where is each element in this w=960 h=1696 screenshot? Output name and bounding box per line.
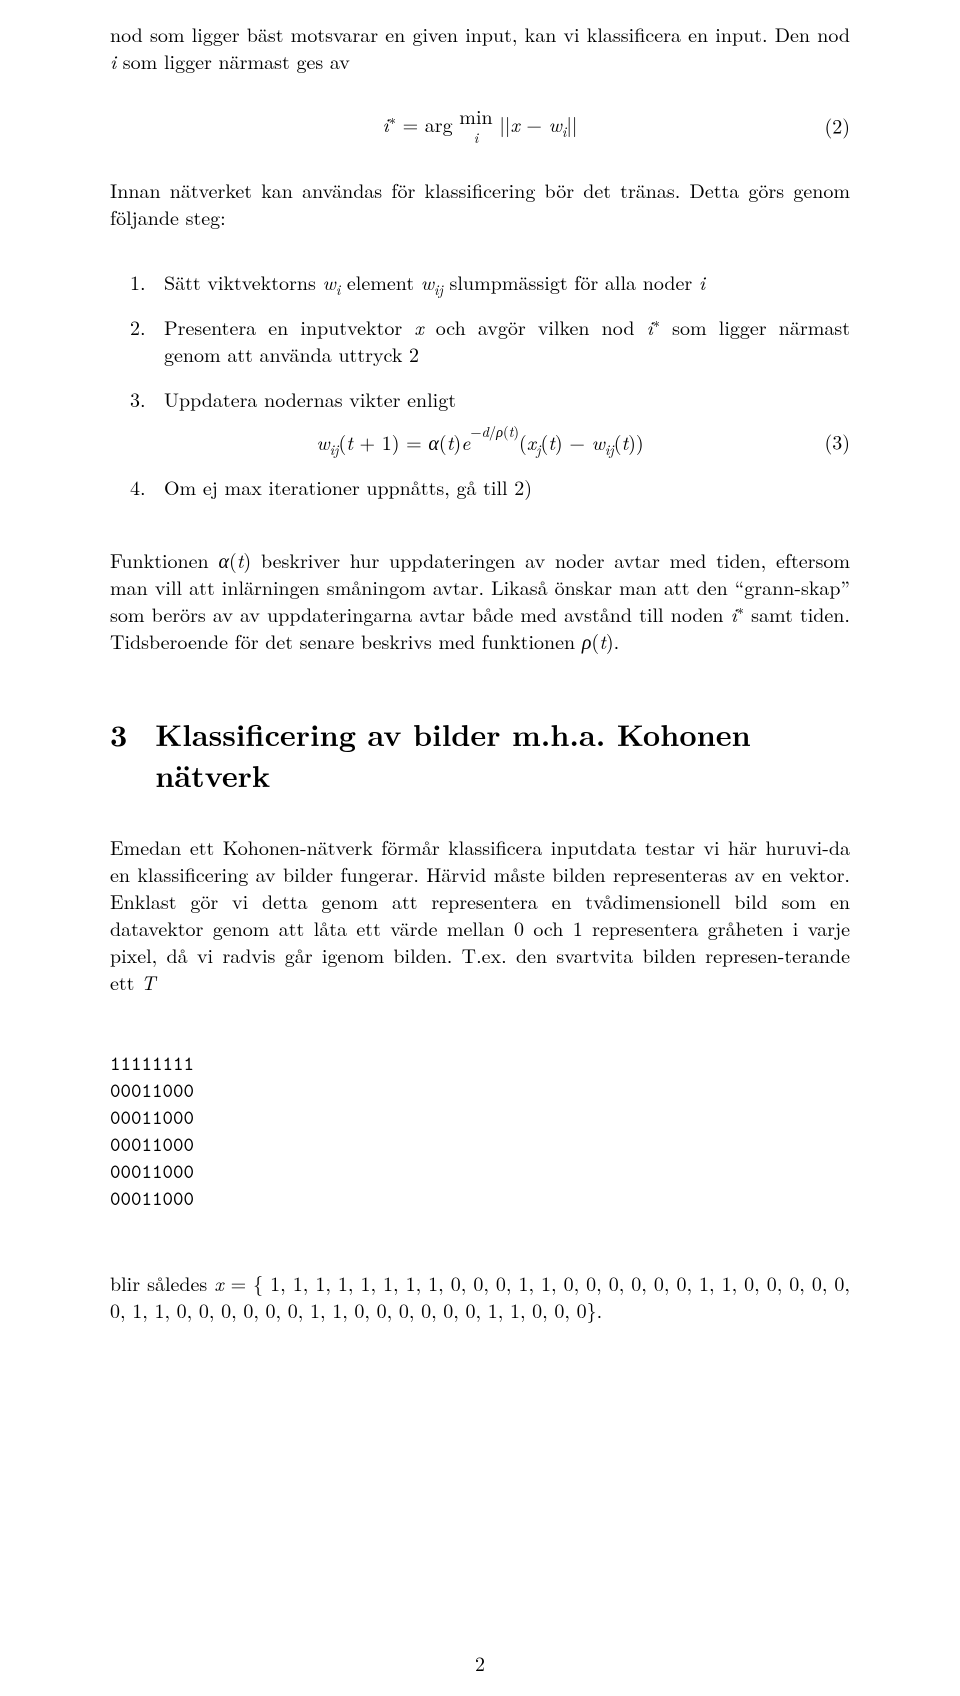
paragraph-section3: Emedan ett Kohonen-nätverk förmår klassi…: [110, 833, 850, 995]
bit-row: 00011000: [110, 1159, 194, 1185]
equation-number: (2): [824, 112, 850, 139]
page-number: 2: [0, 1649, 960, 1676]
math-rho-t: ρ: [582, 626, 592, 655]
math-wij: wij: [421, 267, 443, 296]
math-wi: wi: [323, 267, 341, 296]
bit-row: 11111111: [110, 1051, 194, 1077]
bit-row: 00011000: [110, 1132, 194, 1158]
text: och avgör vilken nod: [424, 312, 647, 341]
bit-row: 00011000: [110, 1105, 194, 1131]
math-T: T: [141, 967, 155, 996]
text: .: [614, 626, 620, 655]
section-title: Klassificering av bilder m.h.a. Kohonen …: [155, 714, 850, 795]
section-number: 3: [110, 714, 127, 795]
text: Emedan ett Kohonen-nätverk förmår klassi…: [110, 832, 850, 996]
paragraph-alpha: Funktionen α(t) beskriver hur uppdaterin…: [110, 546, 850, 654]
text: element: [340, 267, 421, 296]
equation-2: i∗ = arg min i ||x − wi|| (2): [110, 102, 850, 148]
text: Uppdatera nodernas vikter enligt: [164, 384, 456, 413]
paragraph-closing: blir således x = { 1, 1, 1, 1, 1, 1, 1, …: [110, 1269, 850, 1323]
math-x: x: [214, 1268, 223, 1297]
text: Funktionen: [110, 545, 218, 574]
step-1: Sätt viktvektorns wi element wij slumpmä…: [164, 268, 850, 295]
math-x: x: [414, 312, 423, 341]
text: blir således: [110, 1268, 214, 1297]
equation-3: wij(t + 1) = α(t)e−d/ρ(t)(xj(t) − wij(t)…: [110, 426, 850, 455]
text: som ligger närmast ges av: [116, 46, 350, 75]
section-3-heading: 3 Klassificering av bilder m.h.a. Kohone…: [110, 714, 850, 795]
bit-row: 00011000: [110, 1078, 194, 1104]
step-3: Uppdatera nodernas vikter enligt wij(t +…: [164, 385, 850, 455]
equation-body: i∗ = arg min i ||x − wi||: [383, 102, 578, 148]
step-4: Om ej max iterationer uppnåtts, gå till …: [164, 473, 850, 500]
equation-body: wij(t + 1) = α(t)e−d/ρ(t)(xj(t) − wij(t)…: [316, 426, 643, 455]
bit-grid: 11111111 00011000 00011000 00011000 0001…: [110, 1051, 850, 1213]
paragraph-training-intro: Innan nätverket kan användas för klassif…: [110, 176, 850, 230]
text: Presentera en inputvektor: [164, 312, 414, 341]
text: nod som ligger bäst motsvarar en given i…: [110, 19, 850, 48]
math-i: i: [699, 267, 705, 296]
paragraph-intro: nod som ligger bäst motsvarar en given i…: [110, 20, 850, 74]
text: slumpmässigt för alla noder: [443, 267, 699, 296]
bit-row: 00011000: [110, 1186, 194, 1212]
text: Om ej max iterationer uppnåtts, gå till …: [164, 472, 532, 501]
step-2: Presentera en inputvektor x och avgör vi…: [164, 313, 850, 367]
text: Sätt viktvektorns: [164, 267, 323, 296]
training-steps: Sätt viktvektorns wi element wij slumpmä…: [110, 268, 850, 500]
equation-number: (3): [824, 427, 850, 454]
math-alpha-t: α: [218, 545, 229, 574]
page: nod som ligger bäst motsvarar en given i…: [0, 0, 960, 1696]
